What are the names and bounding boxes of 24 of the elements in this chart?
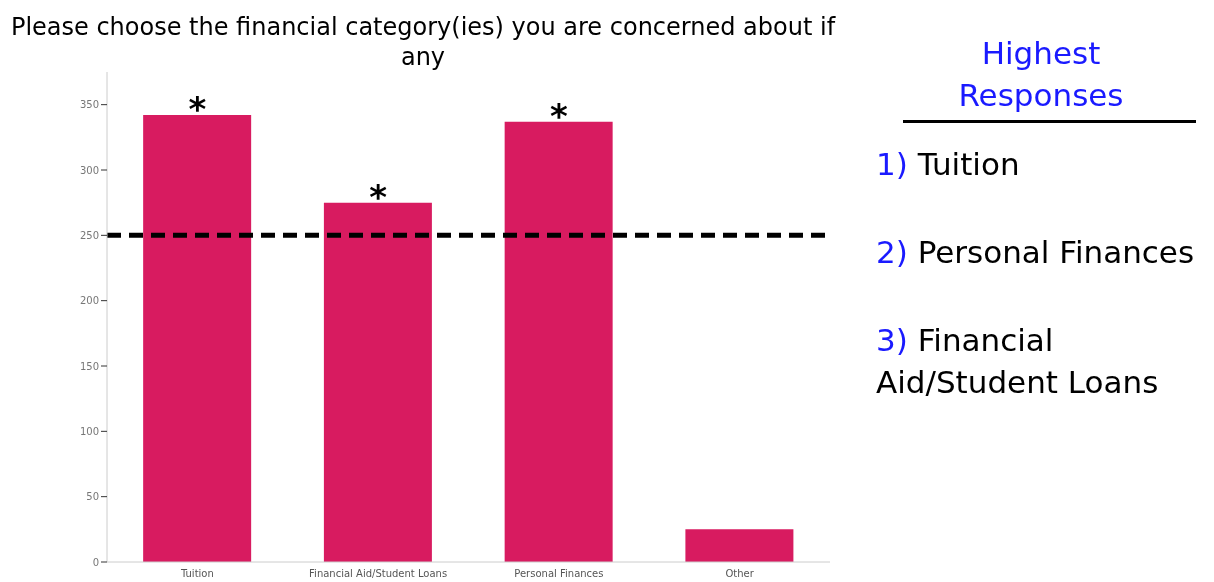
bar [685,529,794,562]
annotation: * [369,176,388,217]
text: Highest Responses [957,34,1125,115]
y-tick-label: 150 [79,360,99,372]
annotation: * [549,95,568,136]
x-tick-label: Personal Finances [514,568,604,580]
y-tick-label: 200 [79,295,99,307]
y-tick-label: 100 [79,425,99,437]
chart-title: Please choose the financial category(ies) you are concerned about if any [9,12,837,72]
text: 1) Tuition [876,145,1021,184]
x-tick-label: Financial Aid/Student Loans [309,568,448,580]
text: 3) Financial Aid/Student Loans [876,321,1160,402]
y-tick-label: 50 [86,491,99,503]
annotation: * [188,89,207,130]
x-tick-label: Other [725,568,755,580]
y-tick-label: 350 [79,99,99,111]
bar [143,115,252,562]
bar [323,202,432,562]
y-tick-label: 250 [79,229,99,241]
bar [504,121,613,562]
x-tick-label: Tuition [179,568,214,580]
text: 2) Personal Finances [876,233,1196,272]
y-tick-label: 300 [79,164,99,176]
y-tick-label: 0 [92,556,99,568]
